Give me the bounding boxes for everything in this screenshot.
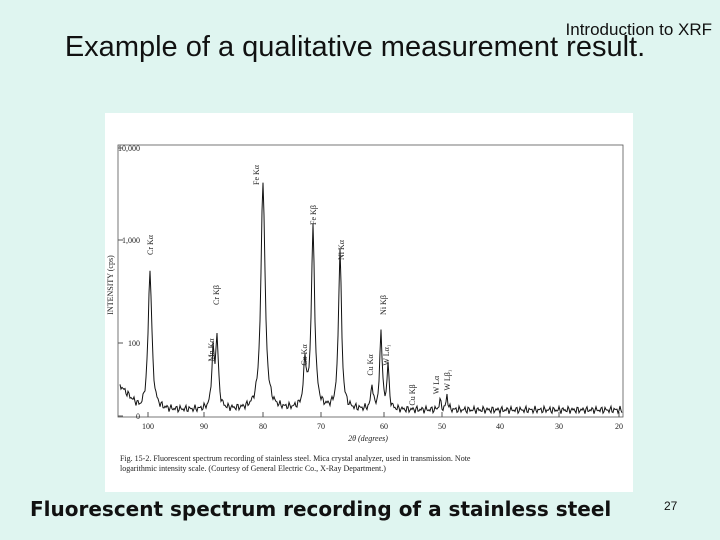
figure-caption: Fig. 15-2. Fluorescent spectrum recordin… [120,454,471,463]
peak-label: Cr Kβ [212,285,221,305]
x-tick-label: 80 [259,422,267,431]
x-tick-label: 20 [615,422,623,431]
y-tick-label: 1,000 [122,236,140,245]
slide-title: Example of a qualitative measurement res… [64,31,646,63]
y-tick-label: 10,000 [118,144,140,153]
peak-label: W Lβ₁ [443,369,452,390]
figure-caption: logarithmic intensity scale. (Courtesy o… [120,464,386,473]
peak-label: Cu Kα [366,354,375,376]
x-tick-label: 70 [317,422,325,431]
peak-label: W Lα [432,375,441,394]
y-axis-label: INTENSITY (cps) [106,255,115,315]
slide-caption: Fluorescent spectrum recording of a stai… [30,497,612,521]
x-tick-label: 50 [438,422,446,431]
peak-label: Ni Kα [337,239,346,260]
x-tick-label: 40 [496,422,504,431]
plot-frame [117,144,624,418]
x-tick-label: 30 [555,422,563,431]
peak-label: Fe Kα [252,164,261,185]
peak-label: Mn Kα [207,338,216,362]
y-tick-label: 0 [136,412,140,421]
spectrum-curve [119,182,623,415]
peak-label: W Lα₁ [382,344,391,365]
peak-label: Cu Kβ [408,384,417,405]
peak-label: Co Kα [300,344,309,366]
peak-label: Fe Kβ [309,205,318,225]
y-tick-label: 100 [128,339,140,348]
x-tick-label: 90 [200,422,208,431]
x-tick-label: 60 [380,422,388,431]
page-number: 27 [664,499,678,513]
peak-label: Ni Kβ [379,295,388,315]
peak-label: Cr Kα [146,234,155,255]
x-axis-label: 2θ (degrees) [348,434,388,443]
x-tick-label: 100 [142,422,154,431]
section-label: Introduction to XRF [565,20,712,39]
figure-background [105,113,633,492]
